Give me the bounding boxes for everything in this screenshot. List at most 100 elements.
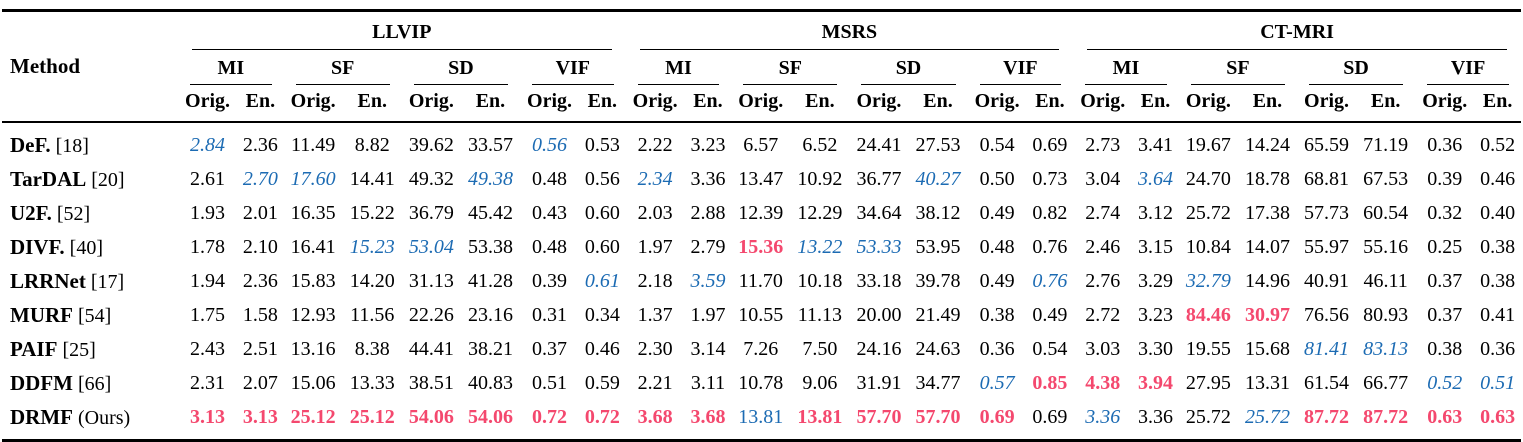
table-cell: 20.00 <box>856 303 902 326</box>
table-cell: 3.12 <box>1138 201 1174 224</box>
table-cell: 10.18 <box>797 269 843 292</box>
table-cell: 13.22 <box>797 235 843 258</box>
metric-underline-rule <box>1085 84 1167 85</box>
method-reference: [54] <box>77 304 112 327</box>
metric-header-sf: SF <box>284 50 402 85</box>
table-cell: 38.51 <box>408 371 454 394</box>
table-cell: 10.92 <box>797 167 843 190</box>
method-label: TarDAL [20] <box>2 163 178 197</box>
table-cell: 83.13 <box>1363 337 1409 360</box>
table-cell: 0.76 <box>1032 269 1068 292</box>
dataset-header-llvip: LLVIP <box>178 11 626 50</box>
table-cell: 13.47 <box>738 167 784 190</box>
table-cell: 8.82 <box>354 134 390 156</box>
table-cell: 1.58 <box>242 303 278 326</box>
table-cell: 3.68 <box>637 405 673 428</box>
table-cell: 80.93 <box>1363 303 1409 326</box>
table-cell: 2.34 <box>637 167 673 190</box>
results-table: Method LLVIP MSRS CT-MRI MI SF SD VIF MI SF SD VIF M… <box>2 9 1521 442</box>
subcolumn-header-orig: Orig. <box>1415 85 1475 123</box>
table-cell: 19.67 <box>1185 134 1231 156</box>
metric-label: SF <box>331 57 355 79</box>
table-cell: 0.61 <box>584 269 620 292</box>
method-reference: [17] <box>90 270 125 293</box>
metric-underline-rule <box>1190 84 1285 85</box>
table-cell: 0.46 <box>1480 167 1516 190</box>
metric-header-sd: SD <box>1297 50 1415 85</box>
table-cell: 17.60 <box>290 167 336 190</box>
table-cell: 68.81 <box>1304 167 1350 190</box>
table-cell: 84.46 <box>1185 303 1231 326</box>
table-cell: 0.37 <box>1427 303 1463 326</box>
table-cell: 2.46 <box>1085 235 1121 258</box>
table-cell: 6.57 <box>743 134 779 156</box>
table-cell: 57.73 <box>1304 201 1350 224</box>
table-cell: 1.37 <box>637 303 673 326</box>
table-cell: 25.72 <box>1244 405 1290 428</box>
dataset-label: MSRS <box>821 21 878 43</box>
method-label: DRMF (Ours) <box>2 401 178 441</box>
table-cell: 57.70 <box>915 405 961 428</box>
table-cell: 0.63 <box>1427 405 1463 428</box>
method-label: DIVF. [40] <box>2 231 178 265</box>
metric-label: VIF <box>1003 57 1038 79</box>
table-row: DDFM [66] 2.31 2.07 15.06 13.33 38.51 40.83 0.5… <box>2 367 1521 401</box>
table-cell: 14.96 <box>1244 269 1290 292</box>
table-cell: 0.46 <box>584 337 620 360</box>
subcolumn-header-orig: Orig. <box>967 85 1027 123</box>
table-cell: 3.36 <box>690 167 726 190</box>
table-cell: 31.13 <box>408 269 454 292</box>
table-cell: 3.36 <box>1138 405 1174 428</box>
table-row: U2F. [52] 1.93 2.01 16.35 15.22 36.79 45.42 0.4… <box>2 197 1521 231</box>
table-cell: 2.18 <box>637 269 673 292</box>
table-row: DIVF. [40] 1.78 2.10 16.41 15.23 53.04 53.38 0.… <box>2 231 1521 265</box>
table-cell: 0.63 <box>1480 405 1516 428</box>
subcolumn-header-orig: Orig. <box>731 85 791 123</box>
table-cell: 0.36 <box>1480 337 1516 360</box>
subcolumn-header-orig: Orig. <box>625 85 685 123</box>
table-cell: 0.51 <box>1480 371 1516 394</box>
table-cell: 0.38 <box>1427 337 1463 360</box>
table-cell: 2.31 <box>190 371 226 394</box>
metric-label: MI <box>1112 57 1140 79</box>
table-cell: 1.75 <box>190 303 226 326</box>
table-cell: 0.48 <box>532 235 568 258</box>
table-cell: 16.41 <box>290 235 336 258</box>
table-cell: 2.03 <box>637 201 673 224</box>
table-cell: 53.33 <box>856 235 902 258</box>
metric-label: MI <box>217 57 245 79</box>
table-cell: 11.13 <box>797 303 842 326</box>
table-cell: 0.51 <box>532 371 568 394</box>
table-cell: 4.38 <box>1085 371 1121 394</box>
table-cell: 13.16 <box>290 337 336 360</box>
subcolumn-header-orig: Orig. <box>1296 85 1357 123</box>
table-cell: 21.49 <box>915 303 961 326</box>
table-cell: 6.52 <box>802 134 838 156</box>
table-cell: 3.13 <box>242 405 278 428</box>
subcolumn-header-en: En. <box>237 85 284 123</box>
dataset-header-msrs: MSRS <box>626 11 1074 50</box>
table-cell: 2.79 <box>690 235 726 258</box>
table-cell: 14.07 <box>1244 235 1290 258</box>
metric-header-sf: SF <box>731 50 849 85</box>
subcolumn-header-en: En. <box>1356 85 1416 123</box>
table-cell: 3.13 <box>190 405 226 428</box>
table-cell: 0.34 <box>584 303 620 326</box>
metric-label: SD <box>448 57 474 79</box>
table-cell: 0.38 <box>979 303 1015 326</box>
table-cell: 38.12 <box>915 201 961 224</box>
table-row: PAIF [25] 2.43 2.51 13.16 8.38 44.41 38.21 0.37… <box>2 333 1521 367</box>
method-name: PAIF <box>10 336 58 361</box>
method-name: DRMF <box>10 404 73 429</box>
table-cell: 13.81 <box>797 405 843 428</box>
metric-label: VIF <box>555 57 591 79</box>
table-cell: 3.30 <box>1138 337 1174 360</box>
table-cell: 15.06 <box>290 371 336 394</box>
method-label: DDFM [66] <box>2 367 178 401</box>
header-row-datasets: Method LLVIP MSRS CT-MRI <box>2 10 1521 123</box>
table-cell: 81.41 <box>1304 337 1350 360</box>
table-cell: 41.28 <box>467 269 513 292</box>
table-cell: 3.04 <box>1085 167 1121 190</box>
table-cell: 0.48 <box>979 235 1015 258</box>
